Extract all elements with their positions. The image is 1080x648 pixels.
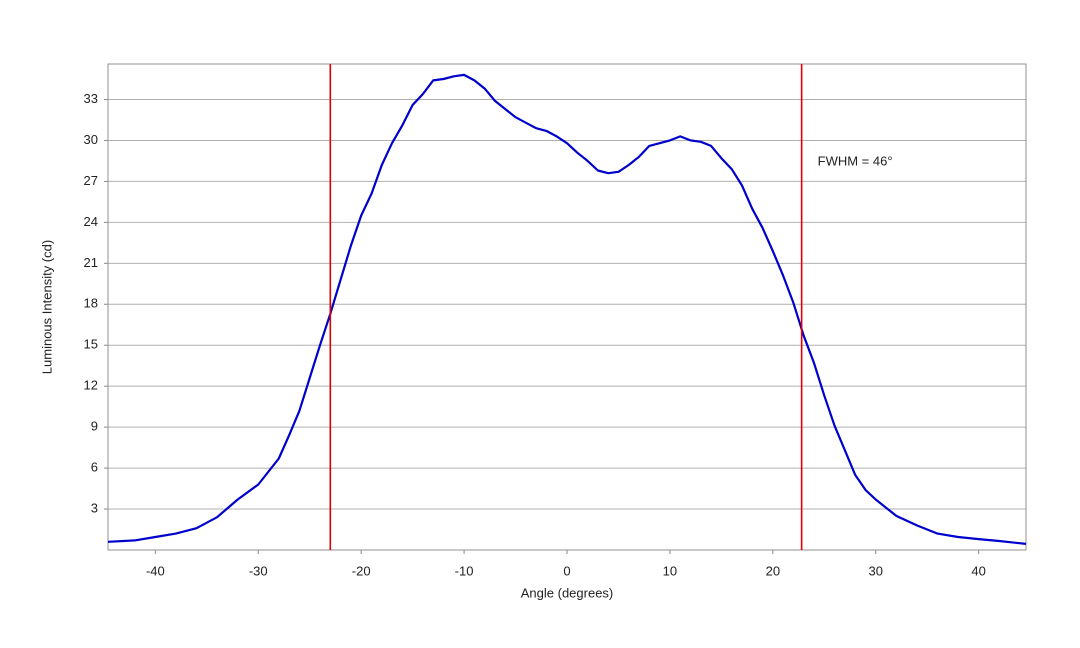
y-tick-label: 27: [84, 173, 98, 188]
y-tick-label: 12: [84, 378, 98, 393]
x-tick-label: 10: [663, 563, 677, 578]
y-axis-label: Luminous Intensity (cd): [39, 240, 54, 374]
x-tick-label: 40: [971, 563, 985, 578]
y-tick-label: 30: [84, 132, 98, 147]
x-axis-label: Angle (degrees): [521, 585, 614, 600]
y-tick-label: 3: [91, 500, 98, 515]
plot-frame: [107, 63, 1027, 551]
x-tick-label: -20: [352, 563, 371, 578]
y-tick-label: 24: [84, 214, 98, 229]
y-tick-label: 21: [84, 255, 98, 270]
y-tick-label: 9: [91, 419, 98, 434]
x-tick-label: -30: [249, 563, 268, 578]
annotation: FWHM = 46°: [818, 153, 893, 168]
x-tick-label: -10: [455, 563, 474, 578]
x-tick-label: 20: [766, 563, 780, 578]
x-tick-label: -40: [146, 563, 165, 578]
y-tick-label: 15: [84, 337, 98, 352]
y-tick-label: 33: [84, 91, 98, 106]
y-tick-label: 18: [84, 296, 98, 311]
x-tick-label: 30: [869, 563, 883, 578]
data-line: [107, 73, 1027, 545]
y-tick-label: 6: [91, 460, 98, 475]
x-tick-label: 0: [563, 563, 570, 578]
